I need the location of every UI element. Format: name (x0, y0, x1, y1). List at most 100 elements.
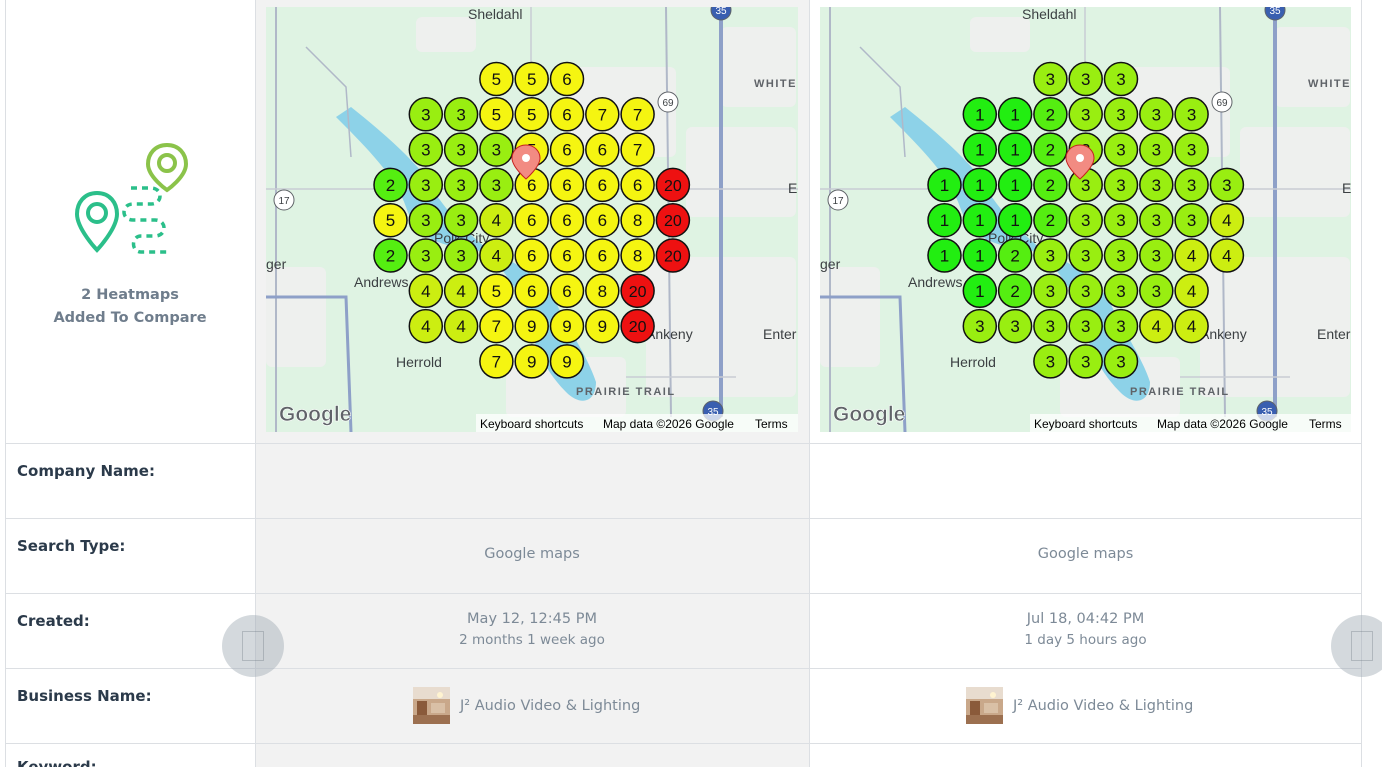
heatmap-rank-marker[interactable]: 5 (479, 61, 514, 97)
heatmap-rank-marker[interactable]: 3 (1103, 61, 1139, 97)
heatmap-rank-marker[interactable]: 1 (962, 202, 998, 238)
scroll-right-button[interactable] (1331, 615, 1382, 677)
heatmap-rank-marker[interactable]: 20 (655, 202, 691, 238)
heatmap-rank-marker[interactable]: 6 (585, 202, 620, 238)
heatmap-rank-marker[interactable]: 3 (1139, 273, 1174, 309)
heatmap-rank-marker[interactable]: 6 (549, 167, 585, 203)
heatmap-rank-marker[interactable]: 5 (479, 273, 514, 309)
heatmap-rank-marker[interactable]: 1 (962, 273, 998, 309)
heatmap-rank-marker[interactable]: 1 (927, 238, 962, 273)
heatmap-rank-marker[interactable]: 1 (962, 167, 998, 203)
heatmap-rank-marker[interactable]: 3 (1068, 238, 1103, 273)
heatmap-rank-marker[interactable]: 8 (585, 273, 620, 309)
heatmap-rank-marker[interactable]: 6 (585, 238, 620, 273)
heatmap-rank-marker[interactable]: 4 (1209, 238, 1245, 273)
heatmap-rank-marker[interactable]: 2 (1033, 202, 1068, 238)
heatmap-rank-marker[interactable]: 3 (1103, 97, 1139, 132)
heatmap-rank-marker[interactable]: 3 (1033, 238, 1068, 273)
heatmap-rank-marker[interactable]: 6 (620, 167, 655, 203)
heatmap-rank-marker[interactable]: 6 (549, 273, 585, 309)
heatmap-rank-marker[interactable]: 3 (479, 167, 514, 203)
heatmap-rank-marker[interactable]: 9 (549, 344, 585, 379)
heatmap-rank-marker[interactable]: 6 (514, 202, 549, 238)
heatmap-rank-marker[interactable]: 6 (549, 132, 585, 167)
heatmap-rank-marker[interactable]: 1 (962, 132, 998, 167)
heatmap-rank-marker[interactable]: 20 (620, 308, 655, 344)
heatmap-rank-marker[interactable]: 7 (479, 344, 514, 379)
heatmap-rank-marker[interactable]: 20 (655, 167, 691, 203)
heatmap-rank-marker[interactable]: 3 (997, 308, 1033, 344)
heatmap-rank-marker[interactable]: 4 (443, 308, 479, 344)
heatmap-rank-marker[interactable]: 3 (1068, 308, 1103, 344)
heatmap-rank-marker[interactable]: 2 (373, 167, 408, 203)
heatmap-rank-marker[interactable]: 20 (655, 238, 691, 273)
heatmap-rank-marker[interactable]: 3 (1103, 273, 1139, 309)
heatmap-rank-marker[interactable]: 1 (997, 97, 1033, 132)
heatmap-rank-marker[interactable]: 4 (408, 273, 444, 309)
heatmap-rank-marker[interactable]: 3 (1174, 132, 1209, 167)
heatmap-rank-marker[interactable]: 2 (1033, 132, 1068, 167)
heatmap-rank-marker[interactable]: 3 (1068, 202, 1103, 238)
heatmap-map-2[interactable]: Sheldahl WHITE ger Andrews Polk City Herrold P… (820, 7, 1351, 432)
heatmap-rank-marker[interactable]: 1 (997, 167, 1033, 203)
heatmap-rank-marker[interactable]: 1 (997, 202, 1033, 238)
heatmap-rank-marker[interactable]: 3 (1174, 97, 1209, 132)
heatmap-rank-marker[interactable]: 3 (443, 202, 479, 238)
heatmap-rank-marker[interactable]: 3 (962, 308, 998, 344)
heatmap-rank-marker[interactable]: 3 (1033, 344, 1068, 379)
heatmap-map-1[interactable]: Sheldahl WHITE ger Andrews Polk City Herrold P… (266, 7, 798, 432)
location-pin-icon[interactable] (1065, 144, 1095, 180)
heatmap-rank-marker[interactable]: 1 (997, 132, 1033, 167)
heatmap-rank-marker[interactable]: 5 (479, 97, 514, 132)
heatmap-rank-marker[interactable]: 6 (585, 132, 620, 167)
heatmap-rank-marker[interactable]: 20 (620, 273, 655, 309)
heatmap-rank-marker[interactable]: 4 (1174, 273, 1209, 309)
heatmap-rank-marker[interactable]: 3 (443, 132, 479, 167)
heatmap-rank-marker[interactable]: 7 (620, 132, 655, 167)
heatmap-rank-marker[interactable]: 9 (514, 344, 549, 379)
heatmap-rank-marker[interactable]: 8 (620, 202, 655, 238)
heatmap-rank-marker[interactable]: 2 (373, 238, 408, 273)
heatmap-rank-marker[interactable]: 3 (1103, 308, 1139, 344)
heatmap-rank-marker[interactable]: 4 (1174, 238, 1209, 273)
heatmap-rank-marker[interactable]: 3 (1033, 308, 1068, 344)
heatmap-rank-marker[interactable]: 1 (927, 202, 962, 238)
heatmap-rank-marker[interactable]: 7 (620, 97, 655, 132)
heatmap-rank-marker[interactable]: 3 (1139, 97, 1174, 132)
heatmap-rank-marker[interactable]: 3 (443, 167, 479, 203)
heatmap-rank-marker[interactable]: 3 (408, 132, 444, 167)
heatmap-rank-marker[interactable]: 6 (549, 238, 585, 273)
heatmap-rank-marker[interactable]: 3 (1174, 167, 1209, 203)
scroll-left-button[interactable] (222, 615, 284, 677)
heatmap-rank-marker[interactable]: 3 (443, 97, 479, 132)
heatmap-rank-marker[interactable]: 3 (1068, 273, 1103, 309)
terms-link[interactable]: Terms (755, 417, 788, 431)
heatmap-rank-marker[interactable]: 6 (514, 238, 549, 273)
heatmap-rank-marker[interactable]: 7 (585, 97, 620, 132)
heatmap-rank-marker[interactable]: 3 (1174, 202, 1209, 238)
business-name-cell[interactable]: J² Audio Video & Lighting (966, 687, 1193, 724)
heatmap-rank-marker[interactable]: 3 (408, 97, 444, 132)
heatmap-rank-marker[interactable]: 3 (1033, 61, 1068, 97)
heatmap-rank-marker[interactable]: 6 (549, 202, 585, 238)
heatmap-rank-marker[interactable]: 2 (1033, 97, 1068, 132)
map-canvas[interactable]: Sheldahl WHITE ger Andrews Polk City Herrold P… (266, 7, 798, 432)
heatmap-rank-marker[interactable]: 1 (962, 238, 998, 273)
heatmap-rank-marker[interactable]: 3 (1033, 273, 1068, 309)
heatmap-rank-marker[interactable]: 4 (1139, 308, 1174, 344)
heatmap-rank-marker[interactable]: 3 (408, 202, 444, 238)
heatmap-rank-marker[interactable]: 3 (408, 238, 444, 273)
heatmap-rank-marker[interactable]: 8 (620, 238, 655, 273)
keyboard-shortcuts-link[interactable]: Keyboard shortcuts (480, 417, 583, 431)
heatmap-rank-marker[interactable]: 3 (1068, 97, 1103, 132)
heatmap-rank-marker[interactable]: 2 (997, 273, 1033, 309)
heatmap-rank-marker[interactable]: 2 (1033, 167, 1068, 203)
heatmap-rank-marker[interactable]: 4 (408, 308, 444, 344)
heatmap-rank-marker[interactable]: 3 (1139, 202, 1174, 238)
heatmap-rank-marker[interactable]: 3 (1139, 167, 1174, 203)
heatmap-rank-marker[interactable]: 9 (585, 308, 620, 344)
heatmap-rank-marker[interactable]: 6 (585, 167, 620, 203)
heatmap-rank-marker[interactable]: 3 (1068, 344, 1103, 379)
heatmap-rank-marker[interactable]: 3 (1139, 132, 1174, 167)
heatmap-rank-marker[interactable]: 3 (1103, 202, 1139, 238)
